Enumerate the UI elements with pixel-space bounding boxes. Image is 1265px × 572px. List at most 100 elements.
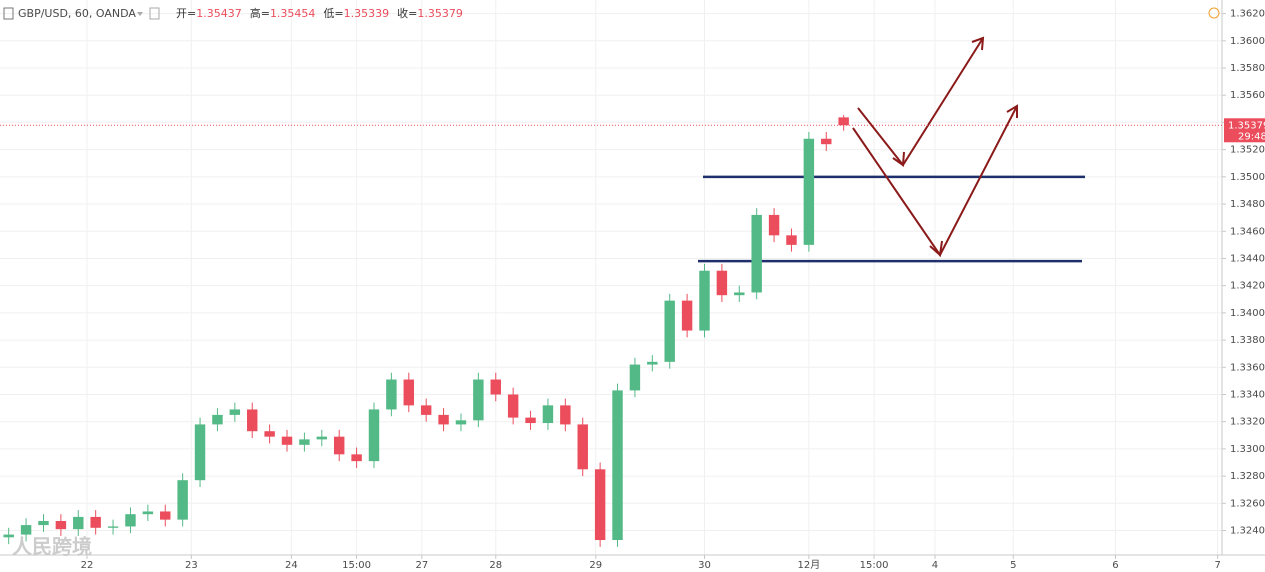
ohlc-label: 开= xyxy=(176,7,196,20)
settings-icon[interactable] xyxy=(149,7,160,20)
candle-body xyxy=(264,431,275,437)
candle-body xyxy=(734,292,745,296)
watermark: 人民跨境 xyxy=(12,535,92,559)
candle-body xyxy=(507,394,519,418)
y-tick-label: 1.35000 xyxy=(1230,172,1265,183)
candle-body xyxy=(20,525,32,535)
candle-body xyxy=(194,424,206,481)
last-price-box xyxy=(1224,118,1265,143)
x-tick-label: 30 xyxy=(698,560,711,571)
y-tick-label: 1.33400 xyxy=(1230,389,1265,400)
y-tick-label: 1.32800 xyxy=(1230,471,1265,482)
candle-body xyxy=(3,534,14,538)
candle-body xyxy=(351,454,362,462)
y-tick-label: 1.34800 xyxy=(1230,199,1265,210)
last-price-label: 1.35379 xyxy=(1228,120,1265,131)
candle-body xyxy=(438,414,449,425)
alert-icon[interactable] xyxy=(1208,7,1220,19)
x-tick-label: 4 xyxy=(932,560,938,571)
candle-body xyxy=(716,270,728,296)
candle-body xyxy=(38,520,49,526)
ohlc-value: 1.35379 xyxy=(417,7,463,20)
y-tick-label: 1.34000 xyxy=(1230,308,1265,319)
countdown-label: 29:48 xyxy=(1238,131,1265,142)
candle-body xyxy=(577,424,588,470)
y-tick-label: 1.36000 xyxy=(1230,36,1265,47)
candle-body xyxy=(525,417,536,424)
y-tick-label: 1.36200 xyxy=(1230,9,1265,20)
candle-body xyxy=(751,214,762,293)
candle-body xyxy=(333,436,345,455)
candle-body xyxy=(229,409,241,415)
candle-body xyxy=(55,520,67,530)
y-tick-label: 1.32400 xyxy=(1230,526,1265,537)
candle-body xyxy=(368,409,380,462)
candle-body xyxy=(612,390,623,541)
candle-body xyxy=(386,379,397,410)
x-tick-label: 23 xyxy=(185,560,198,571)
candle-body xyxy=(473,379,484,421)
header: GBP/USD, 60, OANDA 开= 1.35437 高= 1.35454 低= 1… xyxy=(3,6,463,20)
y-tick-label: 1.34200 xyxy=(1230,281,1265,292)
y-tick-label: 1.33200 xyxy=(1230,417,1265,428)
ohlc-label: 收= xyxy=(397,6,417,20)
candle-body xyxy=(212,414,223,425)
y-tick-label: 1.32600 xyxy=(1230,498,1265,509)
candle-body xyxy=(73,516,84,530)
candle-body xyxy=(699,270,710,331)
candle-body xyxy=(420,405,432,415)
candle-body xyxy=(299,439,310,445)
candle-body xyxy=(821,138,832,145)
candle-body xyxy=(768,214,780,236)
y-tick-label: 1.34400 xyxy=(1230,253,1265,264)
y-tick-label: 1.34600 xyxy=(1230,226,1265,237)
x-tick-label: 7 xyxy=(1214,560,1220,571)
ohlc-value: 1.35339 xyxy=(344,7,390,20)
ohlc-value: 1.35454 xyxy=(270,7,316,20)
x-tick-label: 27 xyxy=(415,560,428,571)
candle-body xyxy=(647,361,658,365)
candles xyxy=(3,115,849,547)
arrow-head xyxy=(971,36,985,51)
candle-body xyxy=(629,364,641,391)
x-tick-label: 15:00 xyxy=(860,560,889,571)
dropdown[interactable] xyxy=(137,12,143,16)
candle-body xyxy=(247,409,258,432)
x-tick-label: 22 xyxy=(81,560,94,571)
y-tick-label: 1.35600 xyxy=(1230,90,1265,101)
x-tick-label: 29 xyxy=(589,560,602,571)
candle-body xyxy=(786,235,797,245)
arrow-head xyxy=(892,151,905,167)
x-tick-label: 28 xyxy=(489,560,502,571)
x-tick-label: 24 xyxy=(285,560,298,571)
candle-body xyxy=(160,511,171,520)
candle-body xyxy=(177,480,188,520)
arrow-path xyxy=(857,37,984,167)
x-tick-label: 15:00 xyxy=(342,560,371,571)
x-tick-label: 5 xyxy=(1010,560,1016,571)
arrow-head xyxy=(1006,104,1018,118)
candle-body xyxy=(838,117,849,126)
candle-body xyxy=(490,379,501,395)
y-tick-label: 1.33800 xyxy=(1230,335,1265,346)
arrow-head xyxy=(929,240,943,257)
candle-body xyxy=(664,300,675,362)
header-icon xyxy=(3,7,14,20)
candle-body xyxy=(803,138,815,245)
candle-body xyxy=(142,511,154,515)
y-tick-label: 1.35200 xyxy=(1230,145,1265,156)
y-tick-label: 1.35800 xyxy=(1230,63,1265,74)
candle-body xyxy=(90,516,101,528)
y-tick-label: 1.33000 xyxy=(1230,444,1265,455)
x-tick-label: 12月 xyxy=(798,559,821,571)
candle-body xyxy=(316,436,328,440)
symbol-title: GBP/USD, 60, OANDA xyxy=(18,7,136,20)
candle-body xyxy=(542,405,554,424)
candle-body xyxy=(594,469,606,541)
candle-body xyxy=(281,436,293,445)
ohlc-label: 高= xyxy=(250,6,270,20)
candle-body xyxy=(125,514,136,527)
candle-body xyxy=(560,405,571,425)
